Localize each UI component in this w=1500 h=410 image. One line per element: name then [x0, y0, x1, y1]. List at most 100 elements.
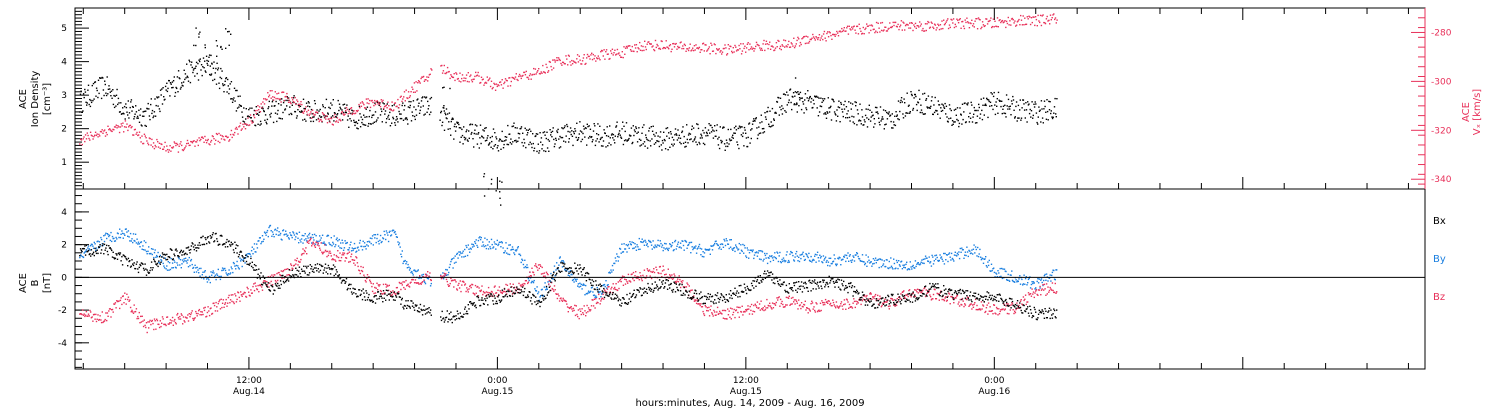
- bz-point: [271, 274, 273, 276]
- vx-point: [745, 51, 747, 53]
- ion-density-point: [932, 113, 934, 116]
- ion-density-point: [461, 128, 463, 131]
- ion-density-point: [334, 112, 336, 115]
- bz-point: [160, 325, 162, 328]
- bz-point: [107, 315, 109, 317]
- ion-density-point: [422, 105, 424, 107]
- bz-point: [231, 300, 233, 303]
- by-point: [796, 255, 798, 257]
- by-point: [779, 261, 782, 263]
- vx-point: [227, 136, 229, 138]
- ion-density-point: [406, 118, 408, 121]
- by-point: [952, 258, 954, 261]
- by-point: [579, 285, 582, 288]
- by-point: [640, 241, 643, 243]
- vx-point: [743, 47, 745, 50]
- by-point: [296, 233, 298, 235]
- bz-point: [536, 266, 538, 269]
- ion-density-point: [561, 127, 563, 129]
- bz-point: [158, 323, 160, 326]
- ion-density-point: [682, 142, 685, 144]
- vx-point: [467, 72, 469, 74]
- vx-point: [716, 48, 718, 50]
- by-point: [916, 263, 918, 265]
- by-point: [803, 255, 805, 258]
- by-point: [311, 242, 313, 244]
- ion-density-point: [815, 95, 818, 97]
- ion-density-point: [289, 106, 291, 108]
- by-point: [213, 272, 215, 274]
- ion-density-point: [265, 121, 267, 123]
- ion-density-point: [535, 133, 538, 135]
- by-point: [760, 258, 762, 261]
- vx-point: [1018, 18, 1020, 21]
- vx-point: [319, 119, 321, 121]
- vx-point: [890, 26, 892, 29]
- ion-density-point: [233, 97, 235, 99]
- ion-density-point: [720, 142, 723, 144]
- ion-density-point: [269, 114, 271, 116]
- ion-density-point: [407, 123, 409, 125]
- by-point: [878, 266, 880, 269]
- ion-density-point: [675, 133, 677, 135]
- vx-point: [843, 27, 845, 29]
- ion-density-point: [755, 118, 757, 120]
- by-point: [942, 260, 944, 262]
- vx-point: [299, 103, 301, 105]
- by-point: [168, 269, 170, 271]
- bz-point: [398, 281, 401, 284]
- vx-point: [289, 101, 291, 104]
- ion-density-point: [910, 93, 913, 96]
- by-point: [82, 256, 85, 259]
- by-point: [729, 246, 732, 248]
- by-point: [474, 241, 476, 243]
- ion-density-point: [745, 132, 747, 134]
- vx-point: [518, 75, 520, 78]
- ion-density-point: [620, 136, 622, 138]
- by-point: [388, 231, 390, 233]
- ion-density-point: [648, 130, 650, 132]
- by-point: [357, 246, 359, 248]
- by-point: [145, 241, 147, 244]
- by-point: [206, 278, 208, 280]
- vx-point: [567, 54, 570, 56]
- vx-point: [811, 37, 813, 39]
- by-point: [131, 238, 133, 240]
- vx-point: [535, 73, 537, 75]
- ion-density-point: [817, 96, 819, 98]
- by-point: [476, 244, 478, 247]
- vx-point: [420, 77, 422, 80]
- by-point: [224, 269, 227, 272]
- vx-point: [458, 80, 460, 82]
- vx-point: [847, 33, 850, 35]
- bz-point: [473, 293, 475, 295]
- by-point: [862, 261, 864, 263]
- bz-point: [106, 319, 108, 322]
- by-point: [483, 245, 485, 248]
- ion-density-point: [912, 109, 914, 111]
- bz-point: [232, 294, 234, 296]
- ion-density-point: [88, 103, 90, 106]
- by-point: [694, 247, 696, 249]
- ion-density-point: [443, 110, 445, 112]
- by-point: [703, 252, 706, 254]
- vx-point: [701, 49, 703, 51]
- ion-density-point: [529, 141, 531, 143]
- ion-density-point: [898, 118, 900, 121]
- bz-point: [147, 321, 149, 323]
- vx-point: [963, 27, 966, 30]
- bz-point: [412, 279, 414, 281]
- by-point: [263, 231, 266, 233]
- by-point: [178, 258, 180, 260]
- by-point: [951, 257, 954, 260]
- by-point: [79, 254, 82, 256]
- by-point: [648, 239, 650, 242]
- top-y2tick-label-3: -340: [1431, 175, 1452, 185]
- ion-density-point: [510, 138, 512, 140]
- vx-point: [866, 25, 869, 27]
- by-point: [574, 277, 576, 279]
- by-point: [631, 241, 633, 243]
- vx-point: [677, 47, 680, 49]
- ion-density-point: [596, 138, 598, 140]
- ion-density-point: [568, 138, 570, 140]
